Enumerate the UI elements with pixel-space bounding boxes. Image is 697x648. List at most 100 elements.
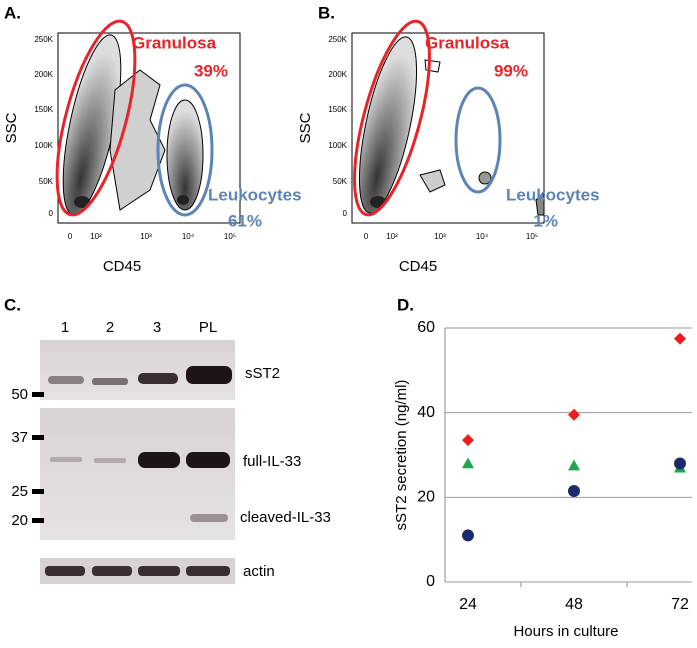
panel-label: D. <box>397 295 414 314</box>
band <box>186 452 230 468</box>
y-tick-label: 0 <box>426 573 435 590</box>
band <box>48 376 84 384</box>
gate-percent: 1% <box>533 211 558 230</box>
gate-percent: 99% <box>494 61 528 80</box>
y-tick-label: 100K <box>34 141 53 150</box>
y-tick-label: 0 <box>49 209 54 218</box>
marker-dash <box>32 489 44 494</box>
gate-name: Leukocytes <box>506 185 600 204</box>
band <box>138 373 178 384</box>
density-cloud <box>358 36 418 214</box>
lane-label: 3 <box>153 319 161 336</box>
y-tick-label: 60 <box>417 319 435 336</box>
band-label: full-IL-33 <box>243 453 301 470</box>
gate-percent: 61% <box>228 211 262 230</box>
lane-label: 1 <box>61 319 69 336</box>
panel-a: A. 250K 200K 150K 100K 50K 0 0 10² 10³ 1… <box>3 3 302 274</box>
gate-name: Leukocytes <box>208 185 302 204</box>
density-cloud <box>478 171 492 185</box>
band <box>186 366 232 384</box>
gate <box>454 86 502 194</box>
x-tick-label: 48 <box>565 596 583 613</box>
x-tick-label: 0 <box>364 232 369 241</box>
density-cloud <box>166 99 204 211</box>
x-tick-label: 0 <box>68 232 73 241</box>
marker-dash <box>32 435 44 440</box>
panel-c: C. 1 2 3 PL 50 37 25 20 sST2 full-IL-33 … <box>4 295 331 584</box>
density-cloud <box>109 69 166 211</box>
marker-dash <box>32 392 44 397</box>
panel-label: C. <box>4 295 21 314</box>
marker-label: 25 <box>11 483 28 500</box>
data-point <box>568 408 580 421</box>
y-tick-label: 250K <box>34 35 53 44</box>
gate <box>55 19 137 217</box>
data-point <box>568 459 580 471</box>
band <box>138 566 180 576</box>
band <box>92 566 132 576</box>
y-tick-label: 40 <box>417 404 435 421</box>
band <box>50 457 82 462</box>
y-tick-label: 50K <box>333 177 348 186</box>
y-tick-label: 150K <box>34 105 53 114</box>
y-axis-label: sST2 secretion (ng/ml) <box>393 380 410 531</box>
panel-label: B. <box>318 3 335 22</box>
x-tick-label: 10⁵ <box>224 232 236 241</box>
y-tick-label: 20 <box>417 489 435 506</box>
y-tick-label: 150K <box>328 105 347 114</box>
density-cloud <box>424 59 441 73</box>
marker-label: 20 <box>11 512 28 529</box>
panel-label: A. <box>4 3 21 22</box>
x-tick-label: 10⁴ <box>476 232 489 241</box>
band-label: cleaved-IL-33 <box>240 509 331 526</box>
data-point <box>462 457 474 469</box>
y-axis-label: SSC <box>297 112 314 143</box>
x-tick-label: 24 <box>459 596 477 613</box>
x-axis-label: Hours in culture <box>513 623 618 640</box>
gate-name: Granulosa <box>132 33 217 52</box>
x-tick-label: 10³ <box>434 232 446 241</box>
band <box>186 566 230 576</box>
density-cloud <box>419 169 446 193</box>
band-label: actin <box>243 563 275 580</box>
lane-label: PL <box>199 319 217 336</box>
density-cloud <box>535 190 545 216</box>
data-point <box>674 332 686 345</box>
panel-d: D. sST2 secretion (ng/ml) Hours in cultu… <box>393 295 692 640</box>
y-axis-label: SSC <box>3 112 20 143</box>
band-label: sST2 <box>245 365 280 382</box>
density-core <box>177 195 189 205</box>
x-tick-label: 10² <box>90 232 102 241</box>
lane-label: 2 <box>106 319 114 336</box>
band <box>94 458 126 463</box>
marker-dash <box>32 518 44 523</box>
marker-label: 50 <box>11 386 28 403</box>
x-tick-label: 10³ <box>140 232 152 241</box>
y-tick-label: 50K <box>39 177 54 186</box>
y-tick-label: 100K <box>328 141 347 150</box>
data-point <box>462 434 474 447</box>
x-tick-label: 10⁴ <box>182 232 195 241</box>
y-tick-label: 250K <box>328 35 347 44</box>
x-tick-label: 10² <box>386 232 398 241</box>
gate <box>353 19 431 217</box>
data-point <box>568 484 580 497</box>
y-tick-label: 200K <box>328 70 347 79</box>
gate <box>156 83 214 217</box>
data-point <box>674 457 686 470</box>
gate-name: Granulosa <box>425 33 510 52</box>
density-core <box>74 196 90 208</box>
band <box>45 566 85 576</box>
band <box>92 378 128 385</box>
x-tick-label: 10⁵ <box>526 232 538 241</box>
y-tick-label: 0 <box>343 209 348 218</box>
x-axis-label: CD45 <box>103 258 141 275</box>
panel-b: B. 250K 200K 150K 100K 50K 0 0 10² 10³ 1… <box>297 3 600 274</box>
data-point <box>462 529 474 542</box>
gate-percent: 39% <box>194 61 228 80</box>
x-tick-label: 72 <box>671 596 689 613</box>
band <box>190 514 228 522</box>
marker-label: 37 <box>11 429 28 446</box>
x-axis-label: CD45 <box>399 258 437 275</box>
